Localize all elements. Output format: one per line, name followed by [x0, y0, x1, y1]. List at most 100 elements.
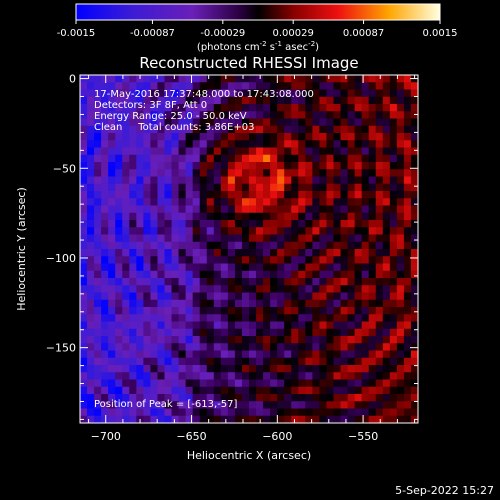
- heatmap-cell: [389, 408, 398, 417]
- heatmap-cell: [277, 401, 285, 409]
- heatmap-cell: [305, 198, 313, 206]
- heatmap-cell: [192, 125, 201, 134]
- heatmap-cell: [129, 198, 137, 206]
- heatmap-cell: [199, 394, 208, 402]
- heatmap-cell: [101, 256, 109, 264]
- heatmap-cell: [410, 394, 418, 402]
- heatmap-cell: [312, 314, 320, 322]
- heatmap-cell: [185, 299, 194, 308]
- heatmap-cell: [305, 147, 313, 156]
- heatmap-cell: [115, 176, 123, 185]
- heatmap-cell: [213, 394, 222, 402]
- heatmap-cell: [263, 162, 271, 170]
- heatmap-cell: [333, 372, 341, 380]
- heatmap-cell: [80, 408, 88, 417]
- heatmap-cell: [249, 205, 257, 214]
- heatmap-cell: [234, 154, 243, 163]
- heatmap-cell: [263, 314, 271, 322]
- heatmap-cell: [227, 365, 236, 373]
- heatmap-cell: [270, 270, 278, 279]
- heatmap-cell: [227, 285, 236, 293]
- heatmap-cell: [220, 205, 229, 214]
- heatmap-cell: [185, 212, 194, 221]
- heatmap-cell: [136, 198, 144, 206]
- heatmap-cell: [340, 96, 348, 105]
- heatmap-cell: [326, 278, 334, 286]
- heatmap-cell: [396, 321, 405, 330]
- heatmap-cell: [213, 372, 222, 380]
- heatmap-cell: [389, 169, 398, 177]
- heatmap-cell: [340, 285, 348, 293]
- heatmap-cell: [270, 205, 278, 214]
- y-axis-label: Heliocentric Y (arcsec): [15, 187, 28, 311]
- heatmap-cell: [382, 278, 391, 286]
- heatmap-cell: [368, 191, 377, 199]
- heatmap-cell: [368, 365, 377, 373]
- heatmap-cell: [213, 118, 222, 127]
- heatmap-cell: [94, 227, 102, 235]
- heatmap-cell: [199, 343, 208, 351]
- heatmap-cell: [256, 234, 264, 243]
- heatmap-cell: [382, 111, 391, 119]
- heatmap-cell: [94, 125, 102, 134]
- heatmap-cell: [382, 415, 391, 423]
- heatmap-cell: [178, 365, 187, 373]
- heatmap-cell: [403, 75, 412, 83]
- heatmap-cell: [277, 147, 285, 156]
- heatmap-cell: [326, 270, 334, 279]
- heatmap-cell: [284, 75, 292, 83]
- heatmap-cell: [361, 307, 370, 315]
- heatmap-cell: [108, 212, 116, 221]
- heatmap-cell: [326, 415, 334, 423]
- heatmap-cell: [305, 96, 313, 105]
- heatmap-cell: [368, 169, 377, 177]
- heatmap-cell: [249, 394, 257, 402]
- heatmap-cell: [143, 357, 151, 366]
- heatmap-cell: [396, 140, 405, 148]
- heatmap-cell: [178, 321, 187, 330]
- heatmap-cell: [199, 176, 208, 185]
- heatmap-cell: [375, 350, 384, 359]
- heatmap-cell: [108, 154, 116, 163]
- heatmap-cell: [164, 328, 172, 337]
- heatmap-cell: [298, 147, 306, 156]
- heatmap-cell: [340, 111, 348, 119]
- heatmap-cell: [220, 386, 229, 395]
- heatmap-cell: [157, 212, 165, 221]
- heatmap-cell: [347, 220, 356, 228]
- heatmap-cell: [164, 263, 172, 272]
- heatmap-cell: [234, 176, 243, 185]
- heatmap-cell: [143, 314, 151, 322]
- heatmap-cell: [150, 183, 158, 192]
- heatmap-cell: [171, 379, 179, 388]
- heatmap-cell: [375, 365, 384, 373]
- heatmap-cell: [115, 125, 123, 134]
- heatmap-cell: [234, 285, 243, 293]
- heatmap-cell: [206, 285, 215, 293]
- heatmap-cell: [178, 205, 187, 214]
- heatmap-cell: [340, 212, 348, 221]
- heatmap-cell: [178, 278, 187, 286]
- heatmap-cell: [389, 104, 398, 112]
- heatmap-cell: [277, 82, 285, 90]
- heatmap-cell: [129, 125, 137, 134]
- heatmap-cell: [143, 234, 151, 243]
- heatmap-cell: [368, 321, 377, 330]
- heatmap-cell: [143, 220, 151, 228]
- heatmap-cell: [185, 357, 194, 366]
- heatmap-cell: [143, 270, 151, 279]
- heatmap-cell: [333, 212, 341, 221]
- heatmap-cell: [277, 256, 285, 264]
- colorbar: -0.0015 -0.00087 -0.00029 0.00029 0.00087 0.0…: [57, 3, 458, 53]
- heatmap-cell: [319, 154, 327, 163]
- heatmap-cell: [213, 401, 222, 409]
- heatmap-cell: [178, 307, 187, 315]
- heatmap-cell: [298, 133, 306, 141]
- heatmap-cell: [234, 278, 243, 286]
- heatmap-cell: [403, 299, 412, 308]
- heatmap-cell: [157, 372, 165, 380]
- heatmap-cell: [80, 183, 88, 192]
- heatmap-cell: [164, 408, 172, 417]
- heatmap-cell: [192, 270, 201, 279]
- heatmap-cell: [312, 299, 320, 308]
